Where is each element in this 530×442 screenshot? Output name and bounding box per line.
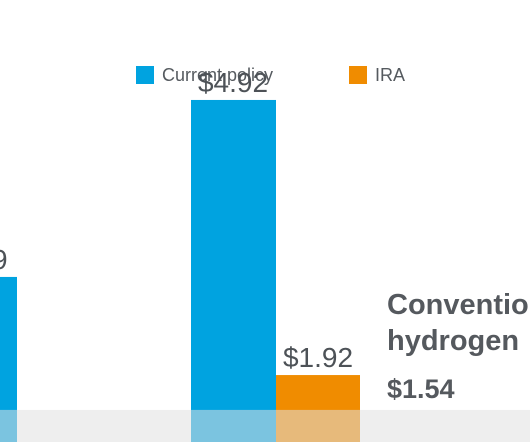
- value-label-current-policy-right: $4.92: [198, 67, 268, 98]
- legend-label-ira: IRA: [375, 65, 405, 85]
- annotation-line-1: Conventio: [387, 289, 529, 321]
- legend: Current policy IRA: [136, 65, 405, 85]
- value-label-ira-right: $1.92: [283, 342, 353, 373]
- bar-current-policy-right: [191, 99, 276, 442]
- conventional-hydrogen-band: [0, 409, 530, 442]
- legend-swatch-ira: [349, 66, 367, 84]
- legend-swatch-current-policy: [136, 66, 154, 84]
- value-label-current-policy-left: 9: [0, 244, 8, 275]
- annotation-value: $1.54: [387, 374, 455, 404]
- bar-current-policy-left: [0, 276, 17, 442]
- legend-label-current-policy: Current policy: [162, 65, 273, 85]
- annotation-line-2: hydrogen: [387, 325, 519, 357]
